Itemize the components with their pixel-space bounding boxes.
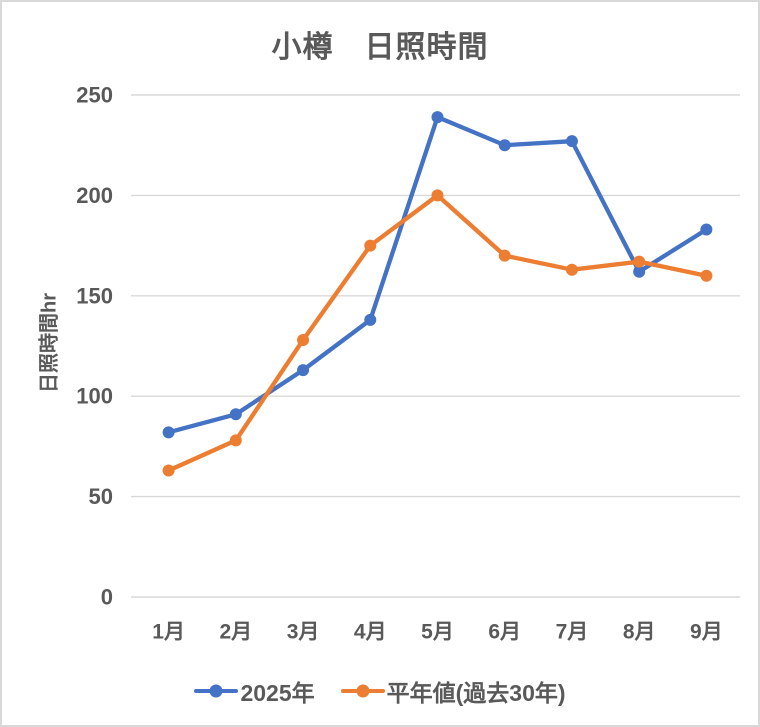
data-point-1 xyxy=(700,269,713,282)
y-tick-label: 200 xyxy=(76,183,113,208)
chart-title: 小樽 日照時間 xyxy=(271,31,489,64)
data-point-1 xyxy=(431,189,444,202)
data-point-0 xyxy=(162,426,175,439)
data-point-0 xyxy=(297,364,310,377)
legend-dot-icon xyxy=(356,684,370,698)
x-tick-label: 3月 xyxy=(287,621,320,644)
legend-line-marker-icon xyxy=(194,684,239,698)
y-tick-label: 100 xyxy=(76,384,113,409)
x-tick-label: 6月 xyxy=(488,621,521,644)
data-point-1 xyxy=(297,333,310,346)
y-tick-label: 0 xyxy=(101,585,113,610)
y-tick-label: 150 xyxy=(76,283,113,308)
data-point-1 xyxy=(633,255,646,268)
data-point-1 xyxy=(498,249,511,262)
legend-item: 2025年 xyxy=(194,674,315,708)
data-point-0 xyxy=(498,139,511,152)
data-point-0 xyxy=(431,111,444,124)
series-line-0 xyxy=(166,114,709,435)
data-point-1 xyxy=(229,434,242,447)
x-tick-label: 1月 xyxy=(152,621,185,644)
legend-dot-icon xyxy=(209,684,223,698)
x-tick-label: 4月 xyxy=(354,621,387,644)
data-point-1 xyxy=(364,239,377,252)
y-tick-label: 250 xyxy=(76,83,113,108)
legend-item: 平年値(過去30年) xyxy=(340,674,566,708)
x-tick-label: 5月 xyxy=(421,621,454,644)
data-point-1 xyxy=(162,464,175,477)
data-point-0 xyxy=(565,135,578,148)
x-tick-label: 9月 xyxy=(690,621,723,644)
data-point-1 xyxy=(565,263,578,276)
legend-line-marker-icon xyxy=(340,684,385,698)
x-tick-label: 8月 xyxy=(623,621,656,644)
data-point-0 xyxy=(229,408,242,421)
x-tick-label: 7月 xyxy=(556,621,589,644)
legend: 2025年 平年値(過去30年) xyxy=(0,674,760,708)
data-point-0 xyxy=(700,223,713,236)
legend-label: 平年値(過去30年) xyxy=(386,680,566,706)
x-tick-label: 2月 xyxy=(219,621,252,644)
y-tick-label: 50 xyxy=(89,484,113,509)
data-point-0 xyxy=(633,265,646,278)
data-point-0 xyxy=(364,313,377,326)
series-line-1 xyxy=(166,193,709,473)
legend-label: 2025年 xyxy=(240,680,315,706)
